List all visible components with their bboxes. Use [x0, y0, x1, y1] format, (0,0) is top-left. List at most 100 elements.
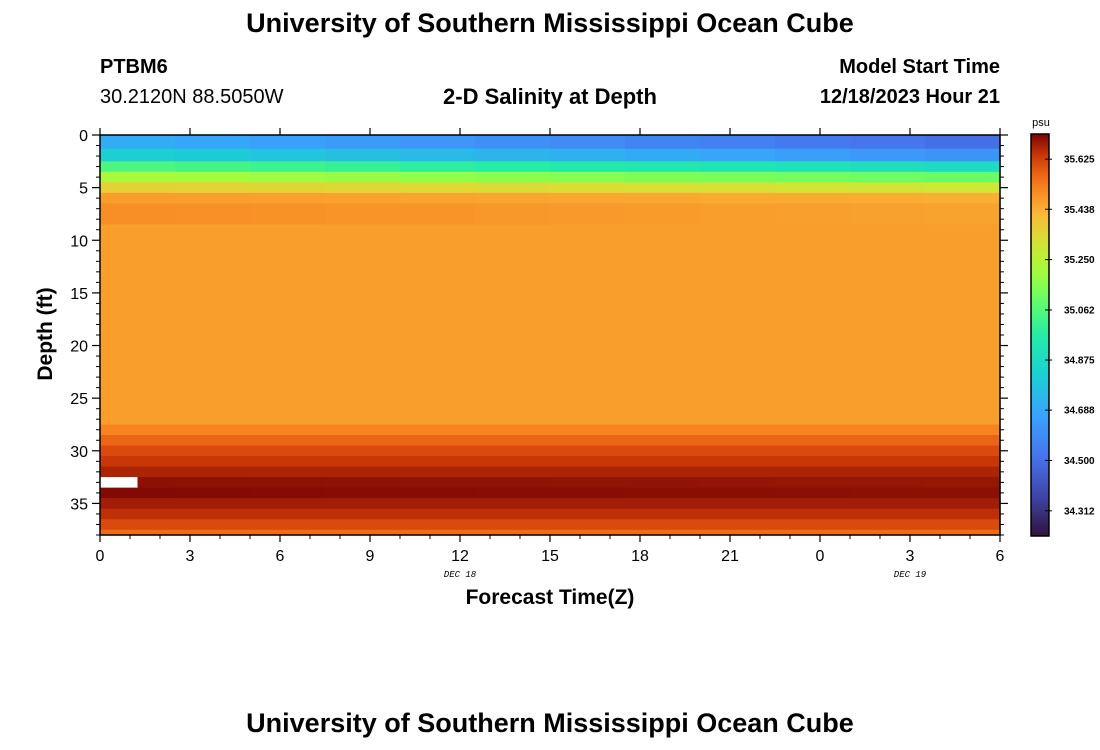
heatmap-cell-12-4 — [400, 466, 476, 478]
heatmap-cell-10-5 — [475, 445, 551, 457]
station-id: PTBM6 — [100, 56, 168, 78]
heatmap-cell-16-10 — [850, 508, 926, 520]
heatmap-cell-11-3 — [325, 456, 401, 468]
y-tick-label: 15 — [70, 286, 88, 303]
heatmap-cell-10-4 — [400, 445, 476, 457]
heatmap-cell-3-2 — [250, 171, 326, 183]
heatmap-cell-4-1 — [175, 182, 251, 194]
heatmap-cell-9-5 — [475, 435, 551, 447]
heatmap-cell-7-0 — [100, 224, 176, 426]
heatmap-cell-15-1 — [175, 498, 251, 510]
heatmap-cell-6-2 — [250, 203, 326, 226]
y-axis-label: Depth (ft) — [34, 287, 57, 380]
heatmap-cell-13-2 — [250, 477, 326, 489]
plot-title: 2-D Salinity at Depth — [443, 84, 657, 109]
missing-data-cell — [100, 477, 138, 488]
heatmap-cell-14-1 — [175, 487, 251, 499]
heatmap-cell-7-9 — [775, 224, 851, 426]
model-start-label: Model Start Time — [839, 56, 1000, 78]
heatmap-cell-4-2 — [250, 182, 326, 194]
heatmap-cell-17-0 — [100, 519, 176, 531]
heatmap-cell-5-8 — [700, 192, 776, 205]
heatmap-cell-0-4 — [400, 135, 476, 150]
heatmap-cell-9-2 — [250, 435, 326, 447]
heatmap-cell-4-10 — [850, 182, 926, 194]
colorbar-tick-label: 34.312 — [1064, 506, 1095, 517]
heatmap-cell-17-10 — [850, 519, 926, 531]
heatmap-cell-3-9 — [775, 171, 851, 183]
heatmap-cell-5-5 — [475, 192, 551, 205]
heatmap-cell-3-8 — [700, 171, 776, 183]
y-tick-label: 5 — [79, 181, 88, 198]
heatmap-cell-12-5 — [475, 466, 551, 478]
heatmap-cell-8-2 — [250, 424, 326, 436]
heatmap-cell-8-0 — [100, 424, 176, 436]
colorbar-tick-label: 34.688 — [1064, 406, 1095, 417]
heatmap-cell-17-8 — [700, 519, 776, 531]
heatmap-cell-11-9 — [775, 456, 851, 468]
heatmap-cell-4-4 — [400, 182, 476, 194]
heatmap-cell-8-7 — [625, 424, 701, 436]
heatmap-cell-18-8 — [700, 529, 776, 536]
heatmap-cell-11-5 — [475, 456, 551, 468]
y-tick-label: 35 — [70, 496, 88, 513]
x-tick-label: 9 — [366, 548, 375, 565]
heatmap-cell-10-11 — [925, 445, 1001, 457]
colorbar: 35.625 35.438 35.250 35.062 34.875 34.688 34.5… — [1030, 133, 1095, 537]
heatmap-cell-0-5 — [475, 135, 551, 150]
heatmap-cell-11-1 — [175, 456, 251, 468]
heatmap-cell-15-0 — [100, 498, 176, 510]
heatmap-cell-9-3 — [325, 435, 401, 447]
heatmap-cell-9-8 — [700, 435, 776, 447]
heatmap-cell-10-0 — [100, 445, 176, 457]
heatmap-cell-14-6 — [550, 487, 626, 499]
x-tick-label: 21 — [721, 548, 739, 565]
heatmap-cell-18-3 — [325, 529, 401, 536]
heatmap-cell-17-9 — [775, 519, 851, 531]
heatmap-cell-13-4 — [400, 477, 476, 489]
heatmap-cell-1-3 — [325, 148, 401, 162]
heatmap-cell-7-10 — [850, 224, 926, 426]
heatmap-cell-6-7 — [625, 203, 701, 226]
heatmap-cell-3-3 — [325, 171, 401, 183]
heatmap-cell-7-2 — [250, 224, 326, 426]
heatmap-cell-5-6 — [550, 192, 626, 205]
heatmap-cell-8-10 — [850, 424, 926, 436]
heatmap-cell-16-2 — [250, 508, 326, 520]
heatmap-cell-12-0 — [100, 466, 176, 478]
colorbar-unit: psu — [1032, 117, 1050, 129]
heatmap-cell-7-7 — [625, 224, 701, 426]
heatmap-cell-9-0 — [100, 435, 176, 447]
colorbar-tick-label: 35.250 — [1064, 255, 1095, 266]
heatmap-cell-17-6 — [550, 519, 626, 531]
heatmap-cell-2-9 — [775, 161, 851, 173]
heatmap-cell-15-11 — [925, 498, 1001, 510]
heatmap-cell-18-10 — [850, 529, 926, 536]
date-label: DEC 19 — [894, 570, 927, 580]
heatmap-cell-14-7 — [625, 487, 701, 499]
heatmap-cell-11-6 — [550, 456, 626, 468]
heatmap-cell-3-6 — [550, 171, 626, 183]
heatmap-cell-15-4 — [400, 498, 476, 510]
heatmap-cell-3-11 — [925, 171, 1001, 183]
heatmap-cell-1-10 — [850, 148, 926, 162]
heatmap-cell-11-2 — [250, 456, 326, 468]
colorbar-tick-label: 35.625 — [1064, 155, 1095, 166]
station-coordinates: 30.2120N 88.5050W — [100, 86, 284, 108]
heatmap-cell-3-0 — [100, 171, 176, 183]
heatmap-cell-7-8 — [700, 224, 776, 426]
heatmap-cell-2-10 — [850, 161, 926, 173]
heatmap-cell-6-1 — [175, 203, 251, 226]
heatmap-cell-10-7 — [625, 445, 701, 457]
heatmap-cell-10-2 — [250, 445, 326, 457]
heatmap-cell-5-11 — [925, 192, 1001, 205]
heatmap-cell-0-3 — [325, 135, 401, 150]
heatmap-cell-9-7 — [625, 435, 701, 447]
x-axis-label: Forecast Time(Z) — [466, 586, 635, 609]
heatmap-cell-12-11 — [925, 466, 1001, 478]
heatmap-cell-0-9 — [775, 135, 851, 150]
y-axis: 0 5 10 15 20 25 30 35 — [70, 128, 1008, 536]
heatmap-cell-14-9 — [775, 487, 851, 499]
heatmap-cell-2-7 — [625, 161, 701, 173]
